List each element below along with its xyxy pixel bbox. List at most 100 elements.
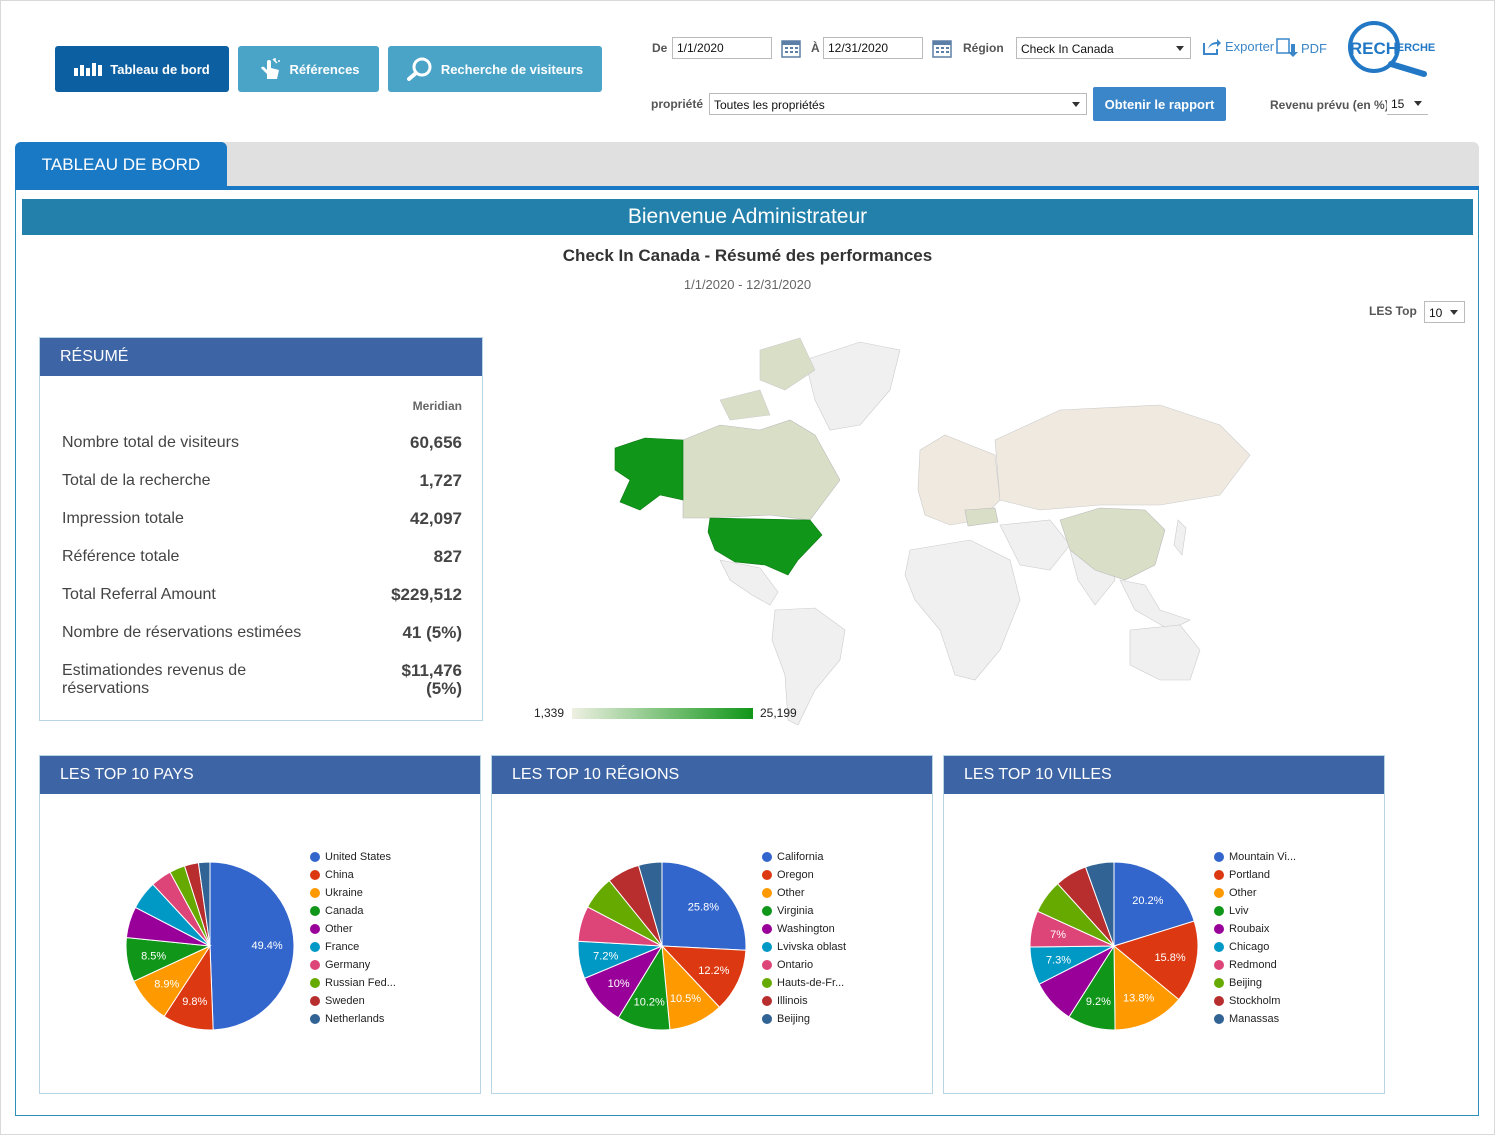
pie-slice-portland[interactable] [1112,920,1199,1001]
top-countries-panel: LES TOP 10 PAYS 49.4% 9.8% 8.9% 8.5% United… [39,755,481,1094]
top-cities-pie-chart[interactable]: 20.2% 15.8% 13.8% 9.2% 7.3% 7% [1024,856,1204,1036]
legend-swatch [762,870,772,880]
legend-item[interactable]: Washington [762,923,835,935]
legend-item[interactable]: Beijing [762,1013,810,1025]
legend-item[interactable]: China [310,869,354,881]
summary-title: RÉSUMÉ [40,338,482,376]
summary-column-header: Meridian [412,399,462,413]
map-legend-gradient [572,708,753,719]
dashboard-button[interactable]: Tableau de bord [55,46,229,92]
summary-label: Nombre de réservations estimées [62,624,302,641]
legend-item[interactable]: Lviv [1214,905,1249,917]
map-region-arctic-islands [719,337,816,421]
chevron-down-icon [1072,102,1080,107]
legend-item[interactable]: Oregon [762,869,814,881]
revenue-select[interactable]: 15 [1387,93,1428,115]
legend-item[interactable]: Portland [1214,869,1270,881]
legend-item[interactable]: Mountain Vi... [1214,851,1296,863]
legend-item[interactable]: Lvivska oblast [762,941,846,953]
calendar-icon[interactable] [781,38,801,58]
legend-item[interactable]: Chicago [1214,941,1269,953]
tab-bar [15,142,1479,186]
legend-label: Lviv [1229,905,1249,917]
pie-slice-california[interactable] [661,861,747,951]
legend-item[interactable]: Other [310,923,353,935]
map-region-greenland [804,341,901,431]
legend-swatch [1214,906,1224,916]
legend-item[interactable]: Netherlands [310,1013,384,1025]
visitor-search-button[interactable]: Recherche de visiteurs [388,46,602,92]
pie-slice-netherlands[interactable] [197,861,211,947]
property-select[interactable]: Toutes les propriétés [709,93,1087,115]
summary-panel: RÉSUMÉ Meridian Nombre total de visiteur… [39,337,483,721]
legend-item[interactable]: Stockholm [1214,995,1280,1007]
legend-item[interactable]: Virginia [762,905,814,917]
pie-slice-oregon[interactable] [660,945,747,1008]
map-region-china [1059,507,1166,581]
pie-slice-label: 9.8% [182,996,207,1008]
top-regions-pie-chart[interactable]: 25.8% 12.2% 10.5% 10.2% 10% 7.2% [572,856,752,1036]
tab-dashboard[interactable]: TABLEAU DE BORD [15,142,227,188]
region-label: Région [963,41,1004,55]
get-report-button[interactable]: Obtenir le rapport [1093,87,1226,121]
legend-item[interactable]: Roubaix [1214,923,1269,935]
dashboard-content [15,190,1479,1116]
legend-swatch [762,942,772,952]
search-icon [406,57,432,81]
legend-item[interactable]: Other [1214,887,1257,899]
legend-item[interactable]: Hauts-de-Fr... [762,977,844,989]
legend-item[interactable]: Germany [310,959,370,971]
pointing-hand-icon [261,58,281,79]
chevron-down-icon [1414,101,1422,106]
calendar-icon[interactable] [932,38,952,58]
legend-item[interactable]: Redmond [1214,959,1277,971]
legend-item[interactable]: United States [310,851,391,863]
legend-label: Ontario [777,959,814,971]
legend-item[interactable]: Illinois [762,995,808,1007]
summary-label: Total de la recherche [62,472,211,489]
from-date-input[interactable] [672,37,772,59]
pie-slice-mountain-vi[interactable] [1113,861,1195,947]
legend-item[interactable]: California [762,851,823,863]
map-region-southeast-asia [1119,579,1191,631]
legend-item[interactable]: Ukraine [310,887,363,899]
legend-item[interactable]: Other [762,887,805,899]
references-button-label: Références [289,61,360,77]
to-date-input[interactable] [823,37,923,59]
legend-label: Stockholm [1229,995,1281,1007]
pie-slice-other[interactable] [1113,944,1180,1031]
legend-item[interactable]: Manassas [1214,1013,1279,1025]
legend-item[interactable]: Russian Fed... [310,977,396,989]
pie-slice-label: 9.2% [1086,996,1111,1008]
top-count-select[interactable]: 10 [1424,301,1465,323]
pdf-link[interactable]: PDF [1276,38,1327,58]
legend-item[interactable]: Canada [310,905,364,917]
legend-label: Other [325,923,353,935]
revenue-label: Revenu prévu (en %) [1270,98,1389,112]
dashboard-button-label: Tableau de bord [110,61,210,77]
export-link[interactable]: Exporter [1202,37,1274,55]
legend-swatch [762,996,772,1006]
legend-swatch [310,1014,320,1024]
legend-swatch [1214,1014,1224,1024]
chevron-down-icon [1450,310,1458,315]
legend-label: Ukraine [325,887,363,899]
legend-item[interactable]: France [310,941,359,953]
legend-label: Beijing [777,1013,811,1025]
legend-item[interactable]: Sweden [310,995,365,1007]
pie-slice-beijing[interactable] [637,861,663,947]
top-label: LES Top [1369,304,1417,318]
top-countries-title: LES TOP 10 PAYS [40,756,480,794]
world-map[interactable] [600,330,1260,730]
references-button[interactable]: Références [238,46,379,92]
top-countries-pie-chart[interactable]: 49.4% 9.8%8.9% 8.5% [120,856,300,1036]
to-label: À [811,41,820,55]
pie-slice-manassas[interactable] [1084,861,1115,947]
pie-slice-united-states[interactable] [209,861,295,1031]
legend-item[interactable]: Ontario [762,959,813,971]
legend-swatch [310,852,320,862]
legend-swatch [1214,924,1224,934]
region-select[interactable]: Check In Canada [1016,37,1191,59]
legend-item[interactable]: Beijing [1214,977,1262,989]
report-title: Check In Canada - Résumé des performance… [562,246,933,265]
